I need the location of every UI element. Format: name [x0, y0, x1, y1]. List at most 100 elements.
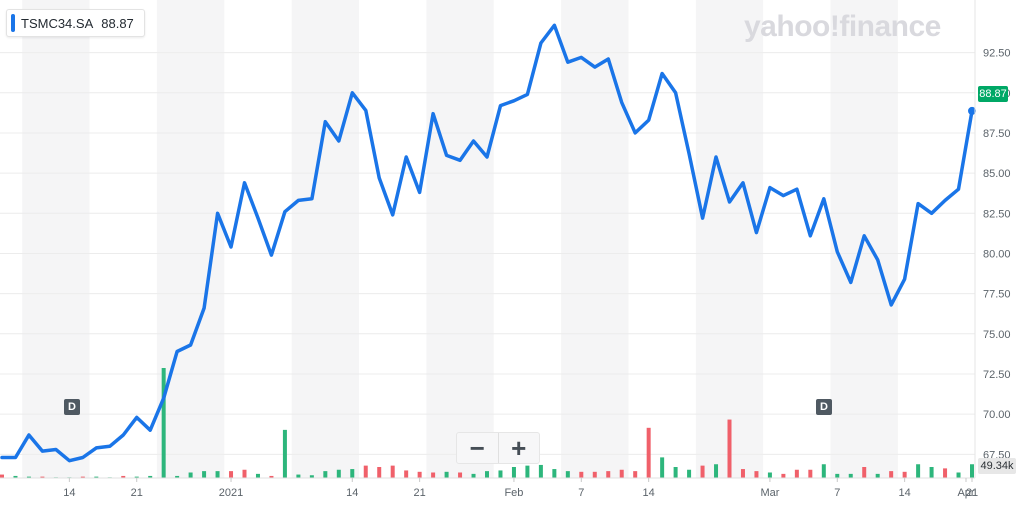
volume-bar [646, 427, 651, 478]
volume-bar [794, 469, 799, 478]
volume-bar [565, 471, 570, 478]
y-tick-label: 75.00 [983, 329, 1011, 341]
volume-bar [552, 469, 557, 478]
zoom-out-button[interactable]: − [469, 433, 485, 463]
volume-bar [202, 471, 207, 478]
volume-bar [956, 472, 961, 478]
volume-bar [727, 419, 732, 478]
y-tick-label: 85.00 [983, 168, 1011, 180]
legend-color-swatch [11, 14, 15, 32]
volume-bar [687, 469, 692, 478]
week-band [695, 0, 764, 478]
volume-bar [660, 457, 665, 478]
volume-bar [525, 465, 530, 478]
last-volume-label: 49.34k [978, 458, 1016, 474]
volume-bar [538, 464, 543, 478]
week-band [22, 0, 90, 478]
volume-bar [498, 470, 503, 478]
volume-bar [26, 476, 31, 478]
volume-bar [929, 467, 934, 478]
volume-bar [511, 467, 516, 478]
dividend-marker[interactable]: D [64, 399, 80, 415]
x-tick-label: Apr [957, 487, 974, 499]
x-tick-label: 21 [966, 487, 978, 499]
x-tick-label: 14 [346, 487, 358, 499]
volume-bar [714, 464, 719, 478]
volume-bar [875, 473, 880, 478]
volume-bar [94, 476, 99, 478]
volume-bar [309, 475, 314, 478]
volume-bar [808, 469, 813, 478]
x-tick-label: 2021 [219, 487, 243, 499]
volume-bar [431, 472, 436, 478]
volume-bar [336, 469, 341, 478]
volume-bar [242, 469, 247, 478]
volume-bar [13, 475, 18, 478]
volume-bar [229, 471, 234, 478]
volume-bar [889, 471, 894, 478]
volume-bar [148, 475, 153, 478]
time-bands [22, 0, 898, 478]
volume-bar [485, 471, 489, 478]
symbol-legend[interactable]: TSMC34.SA 88.87 [6, 9, 145, 37]
volume-bar [255, 473, 260, 478]
volume-bar [767, 472, 772, 478]
legend-value: 88.87 [101, 15, 134, 31]
volume-bar [377, 467, 382, 478]
x-tick-label: 14 [899, 487, 911, 499]
x-tick-label: Mar [760, 487, 779, 499]
volume-bar [188, 472, 193, 478]
volume-bar [121, 475, 126, 478]
x-tick-label: 21 [131, 487, 143, 499]
x-tick-label: 14 [63, 487, 75, 499]
volume-bar [700, 465, 705, 478]
dividend-marker[interactable]: D [816, 399, 832, 415]
volume-bar [390, 465, 395, 478]
x-tick-label: Feb [504, 487, 523, 499]
volume-bar [592, 471, 597, 478]
price-line [0, 23, 974, 463]
volume-bar [0, 474, 4, 478]
volume-bar [363, 465, 368, 478]
volume-bar [269, 475, 274, 478]
y-tick-label: 72.50 [983, 369, 1011, 381]
volume-bar [350, 469, 355, 478]
volume-bar [215, 471, 220, 478]
volume-bar [471, 473, 476, 478]
volume-bar [740, 469, 745, 478]
zoom-in-button[interactable]: + [511, 433, 527, 463]
volume-bar [134, 476, 139, 478]
legend-symbol: TSMC34.SA [21, 15, 94, 31]
volume-bars [0, 368, 974, 478]
zoom-separator [497, 433, 499, 463]
x-tick-label: 14 [643, 487, 655, 499]
x-tick-label: 7 [578, 487, 584, 499]
volume-bar [323, 471, 328, 478]
zoom-controls: − + [456, 432, 540, 464]
volume-bar [458, 472, 463, 478]
volume-bar [40, 476, 45, 478]
y-tick-label: 92.50 [983, 48, 1011, 60]
y-axis-ticks: 92.5090.0087.5085.0082.5080.0077.5075.00… [983, 48, 1011, 462]
volume-bar [862, 467, 867, 478]
volume-bar [619, 469, 624, 478]
volume-bar [633, 471, 638, 478]
volume-bar [282, 429, 287, 478]
volume-bar [943, 468, 948, 478]
last-price-label: 88.87 [978, 86, 1008, 102]
last-price-dot [968, 106, 976, 115]
yahoo-finance-logo: yahoo!finance [744, 10, 941, 43]
volume-bar [970, 464, 974, 478]
y-tick-label: 82.50 [983, 208, 1011, 220]
volume-bar [417, 471, 422, 478]
week-band [561, 0, 629, 478]
y-tick-label: 80.00 [983, 248, 1011, 260]
volume-bar [781, 473, 786, 478]
volume-bar [848, 473, 853, 478]
volume-bar [902, 471, 907, 478]
week-band [291, 0, 360, 478]
y-tick-label: 77.50 [983, 289, 1011, 301]
volume-bar [404, 470, 409, 478]
